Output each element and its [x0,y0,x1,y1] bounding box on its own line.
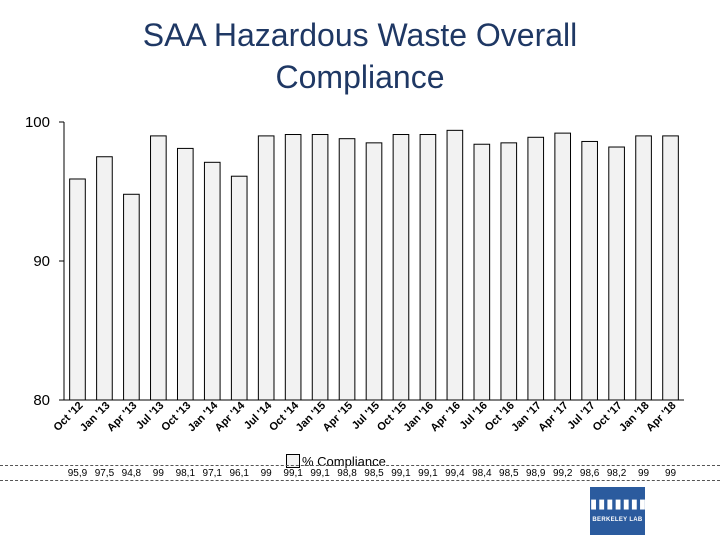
x-tick-label: Apr '15 [321,400,356,435]
bar [96,156,113,401]
data-label: 99 [638,468,650,479]
data-label: 99,2 [553,468,573,479]
bar [419,134,437,401]
x-tick-label: Apr '14 [213,399,248,434]
chart-title-line-1: SAA Hazardous Waste Overall [142,17,578,53]
bar [338,138,356,401]
bar [284,134,302,401]
bar [176,147,194,401]
data-label: 98,8 [337,468,357,479]
bar [554,132,572,401]
data-label: 99,4 [445,468,465,479]
data-label: 97,5 [95,468,115,479]
data-label: 94,8 [122,468,142,479]
bar [446,129,464,401]
bar [473,143,491,401]
chart-title-line-2: Compliance [275,59,445,95]
bar [500,142,518,401]
data-label: 98,2 [607,468,627,479]
data-table-row [0,465,720,481]
y-tick-label: 80 [33,392,50,409]
data-label: 99,1 [418,468,438,479]
data-label: 99,1 [283,468,303,479]
data-label: 99,1 [391,468,411,479]
data-label: 98,5 [364,468,384,479]
legend-swatch [286,454,300,468]
x-tick-label: Apr '16 [428,400,463,435]
lab-building-icon: ▮▮▮▮▮▮▮ [590,496,648,511]
bar [203,161,221,401]
bar [392,134,410,401]
bar [150,135,167,401]
bar [123,193,140,401]
bar [230,175,248,401]
data-label: 99,1 [310,468,330,479]
y-tick-label: 100 [25,114,50,131]
bar [581,140,598,401]
bar [662,135,679,401]
data-label: 98,1 [176,468,196,479]
data-label: 98,5 [499,468,519,479]
data-label: 99 [153,468,165,479]
bar [527,136,545,401]
bar [69,178,86,401]
data-label: 98,4 [472,468,492,479]
bar [365,142,383,401]
bar [635,135,652,401]
chart-title: SAA Hazardous Waste Overall Compliance [0,14,720,98]
data-label: 99 [665,468,677,479]
bar [608,146,625,401]
bar [257,135,275,401]
logo-text: BERKELEY LAB [592,517,643,523]
y-tick-label: 90 [33,253,50,270]
bar [311,134,329,401]
x-tick-label: Apr '13 [105,400,140,435]
x-tick-label: Apr '18 [644,400,679,435]
x-tick-label: Apr '17 [536,400,571,435]
data-label: 95,9 [68,468,88,479]
data-label: 98,6 [580,468,600,479]
data-label: 99 [261,468,273,479]
data-label: 97,1 [203,468,223,479]
data-label: 96,1 [229,468,249,479]
berkeley-lab-logo: ▮▮▮▮▮▮▮ BERKELEY LAB [590,487,648,535]
data-label: 98,9 [526,468,546,479]
